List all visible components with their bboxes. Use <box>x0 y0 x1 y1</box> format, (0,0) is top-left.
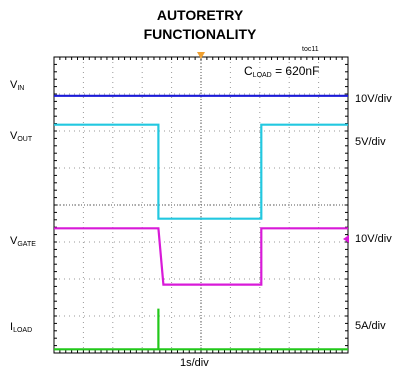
ground-marker-v-gate <box>343 235 349 244</box>
figure-id: toc11 <box>302 46 319 53</box>
chart-title-line2: FUNCTIONALITY <box>143 26 257 42</box>
vout-label: VOUT <box>10 130 33 143</box>
chart-title-line1: AUTORETRY <box>156 7 244 23</box>
x-axis-label: 1s/div <box>180 357 209 369</box>
iload-scale: 5A/div <box>355 320 386 332</box>
trace-i-load <box>54 308 348 351</box>
trace-v-gate <box>54 227 348 286</box>
trace-v-out <box>54 123 348 220</box>
load-capacitance-annotation: CLOAD = 620nF <box>244 64 320 80</box>
vgate-scale: 10V/div <box>355 233 392 245</box>
vgate-label: VGATE <box>10 235 36 248</box>
vin-label: VIN <box>10 79 25 92</box>
iload-label: ILOAD <box>10 321 33 334</box>
vin-scale: 10V/div <box>355 93 392 105</box>
vout-scale: 5V/div <box>355 136 386 148</box>
trigger-marker <box>197 52 205 59</box>
